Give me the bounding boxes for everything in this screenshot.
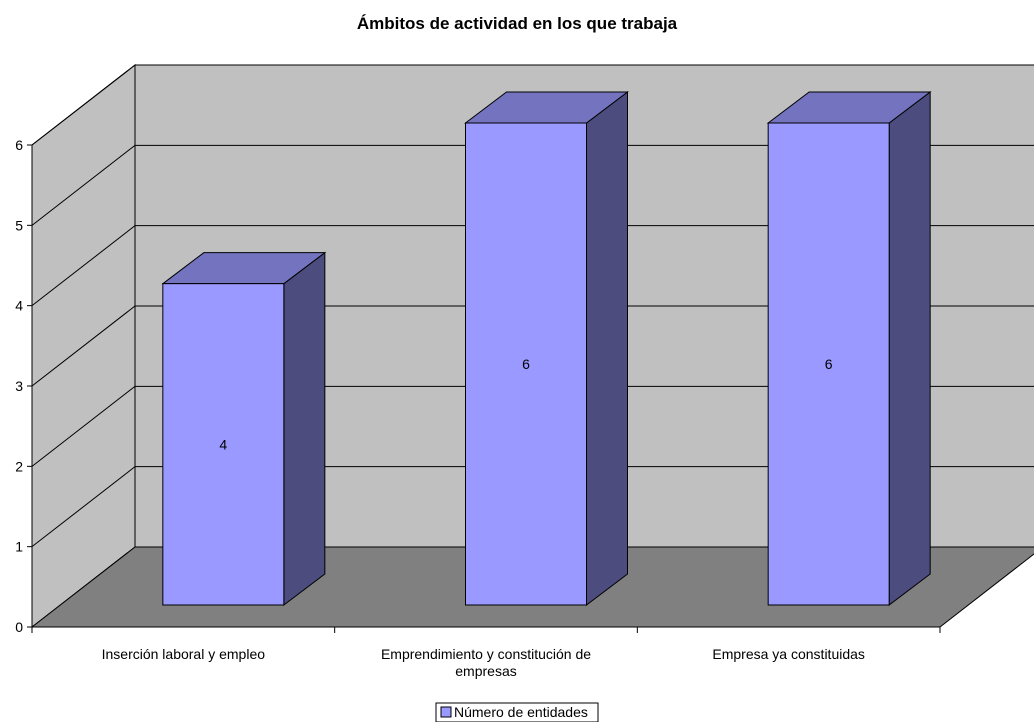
- y-tick-label: 2: [15, 458, 23, 474]
- gridline-side: [31, 64, 136, 146]
- gridline-side: [31, 466, 136, 548]
- y-tick-label: 3: [15, 378, 23, 394]
- bar: 6: [464, 90, 629, 607]
- y-tick-label: 5: [15, 217, 23, 233]
- bar-front: [162, 283, 285, 606]
- bar-front: [465, 122, 587, 606]
- data-label: 6: [825, 356, 833, 372]
- data-label: 4: [219, 436, 227, 452]
- bar-side: [586, 90, 628, 607]
- y-axis-ticks: 0 1 2 3 4 5 6: [15, 137, 32, 635]
- gridline-side: [31, 385, 136, 467]
- bars: 4 6 6: [161, 90, 932, 607]
- legend-swatch: [440, 706, 452, 718]
- chart-title: Ámbitos de actividad en los que trabaja: [357, 14, 678, 33]
- x-axis-categories: Inserción laboral y empleo Emprendimiento…: [102, 646, 865, 679]
- y-tick-label: 4: [15, 298, 23, 314]
- category-label: empresas: [455, 663, 516, 679]
- category-label: Inserción laboral y empleo: [102, 646, 266, 662]
- bar-side: [888, 90, 931, 607]
- legend-box: [435, 702, 599, 722]
- bar-side: [283, 251, 326, 607]
- y-tick-label: 6: [15, 137, 23, 153]
- bar: 6: [766, 90, 932, 607]
- y-tick-label: 0: [15, 619, 23, 635]
- y-tick-label: 1: [15, 539, 23, 555]
- gridline-side: [31, 144, 136, 226]
- category-label: Emprendimiento y constitución de: [381, 646, 591, 662]
- bar-front: [767, 122, 890, 606]
- data-label: 6: [522, 356, 530, 372]
- gridline-side: [31, 305, 136, 387]
- bar: 4: [161, 251, 327, 607]
- category-label: Empresa ya constituidas: [712, 646, 865, 662]
- legend-label: Número de entidades: [454, 704, 588, 720]
- gridline-side: [31, 225, 136, 307]
- legend: Número de entidades: [435, 702, 599, 722]
